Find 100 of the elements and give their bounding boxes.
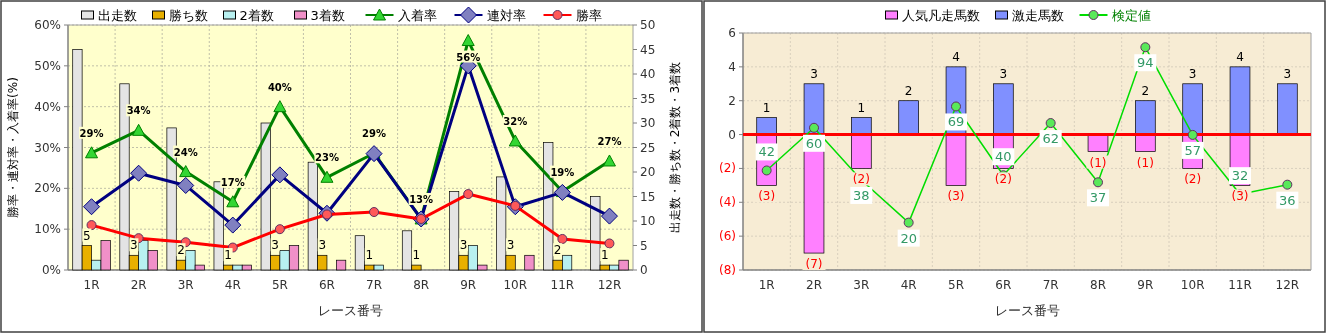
data-label: 4 — [952, 49, 960, 64]
point — [273, 100, 287, 113]
y-tick-label: 2 — [728, 93, 736, 108]
data-label: (3) — [758, 189, 776, 204]
y-tick-label: 4 — [728, 59, 736, 74]
y-tick-label: 0 — [728, 127, 736, 142]
x-tick-label: 2R — [806, 278, 822, 292]
data-label: 17% — [220, 176, 245, 188]
x-tick-label: 4R — [900, 278, 917, 292]
x-tick-label: 2R — [130, 278, 147, 292]
y2-tick-label: 15 — [640, 189, 656, 204]
y-tick-label: 60% — [34, 18, 61, 32]
y2-tick-label: 45 — [640, 42, 656, 57]
x-tick-label: 9R — [1137, 278, 1154, 292]
data-label: 3 — [1283, 66, 1292, 81]
data-label: 1 — [365, 248, 374, 263]
x-tick-label: 6R — [318, 278, 335, 292]
data-label: 57 — [1184, 142, 1201, 158]
data-label: (1) — [1089, 155, 1107, 170]
y2-tick-label: 40 — [640, 67, 656, 81]
data-label: (2) — [852, 172, 870, 187]
data-label: 42 — [758, 144, 775, 160]
x-tick-label: 9R — [460, 278, 477, 292]
data-label: 3 — [999, 66, 1008, 81]
point — [600, 207, 618, 225]
point — [320, 170, 334, 183]
data-label: 2 — [904, 83, 913, 98]
data-label: 69 — [947, 114, 965, 130]
x-tick-label: 5R — [271, 278, 288, 292]
data-label: 2 — [177, 243, 185, 258]
data-label: 2 — [1141, 83, 1150, 98]
legend-label: 人気凡走馬数 — [901, 8, 980, 23]
legend-label: 激走馬数 — [1011, 8, 1064, 23]
x-axis-title: レース番号 — [318, 303, 383, 318]
data-label: 4 — [1236, 49, 1244, 64]
point — [224, 216, 242, 234]
x-tick-label: 7R — [1042, 278, 1059, 292]
legend-label: 勝率 — [575, 8, 602, 23]
point — [602, 154, 616, 167]
data-label: 1 — [412, 248, 421, 263]
data-label: 32% — [503, 115, 528, 127]
y-tick-label: 20% — [34, 181, 61, 196]
y-tick-label: 40% — [34, 99, 61, 114]
data-label: 34% — [126, 105, 151, 117]
point — [271, 166, 289, 184]
data-label: 62 — [1042, 131, 1059, 147]
y2-tick-label: 20 — [640, 165, 656, 179]
data-label: 56% — [456, 51, 481, 63]
point — [179, 165, 193, 178]
data-label: 3 — [810, 66, 818, 81]
data-label: (2) — [1184, 172, 1202, 187]
point — [508, 134, 522, 147]
y2-tick-label: 35 — [640, 91, 656, 106]
y-tick-label: 10% — [34, 222, 61, 237]
point — [226, 195, 240, 208]
data-label: (7) — [805, 257, 823, 272]
data-label: 1 — [224, 248, 232, 263]
data-label: 29% — [362, 128, 387, 140]
data-label: 3 — [130, 238, 138, 253]
data-label: 20 — [900, 230, 917, 246]
point — [461, 34, 475, 47]
y2-tick-label: 0 — [640, 263, 648, 277]
y2-tick-label: 5 — [640, 238, 648, 253]
data-label: 2 — [553, 243, 562, 258]
data-label: 19% — [550, 166, 575, 178]
y-tick-label: (6) — [719, 229, 736, 244]
legend-label: 連対率 — [486, 8, 526, 23]
legend-label: 3着数 — [310, 8, 345, 23]
y-tick-label: 30% — [34, 140, 61, 155]
legend-label: 出走数 — [97, 8, 137, 23]
point — [365, 145, 383, 163]
x-tick-label: 12R — [1275, 278, 1300, 292]
point — [85, 146, 99, 159]
data-label: 37 — [1089, 190, 1107, 206]
legend-label: 検定値 — [1111, 8, 1151, 23]
legend-label: 入着率 — [397, 8, 437, 23]
point — [130, 164, 148, 182]
data-label: (3) — [947, 189, 965, 204]
data-label: 3 — [318, 238, 327, 253]
data-label: 94 — [1137, 55, 1154, 71]
point — [177, 176, 195, 194]
x-tick-label: 1R — [83, 278, 100, 292]
x-tick-label: 3R — [177, 278, 194, 292]
x-axis-title: レース番号 — [994, 303, 1060, 318]
y-tick-label: 50% — [34, 58, 61, 73]
legend-label: 2着数 — [239, 8, 274, 23]
data-label: 32 — [1231, 168, 1249, 184]
data-label: (2) — [994, 172, 1012, 187]
x-tick-label: 11R — [1228, 278, 1252, 292]
data-label: 27% — [597, 135, 622, 147]
data-label: 1 — [857, 100, 866, 115]
data-label: 23% — [314, 152, 339, 164]
legend-label: 勝ち数 — [168, 8, 208, 23]
data-label: 13% — [409, 193, 434, 205]
data-label: 3 — [459, 238, 468, 253]
data-label: 3 — [271, 238, 279, 253]
y2-tick-label: 25 — [640, 140, 656, 155]
data-label: 38 — [853, 187, 870, 203]
x-tick-label: 3R — [853, 278, 870, 292]
data-label: 40 — [995, 149, 1012, 165]
